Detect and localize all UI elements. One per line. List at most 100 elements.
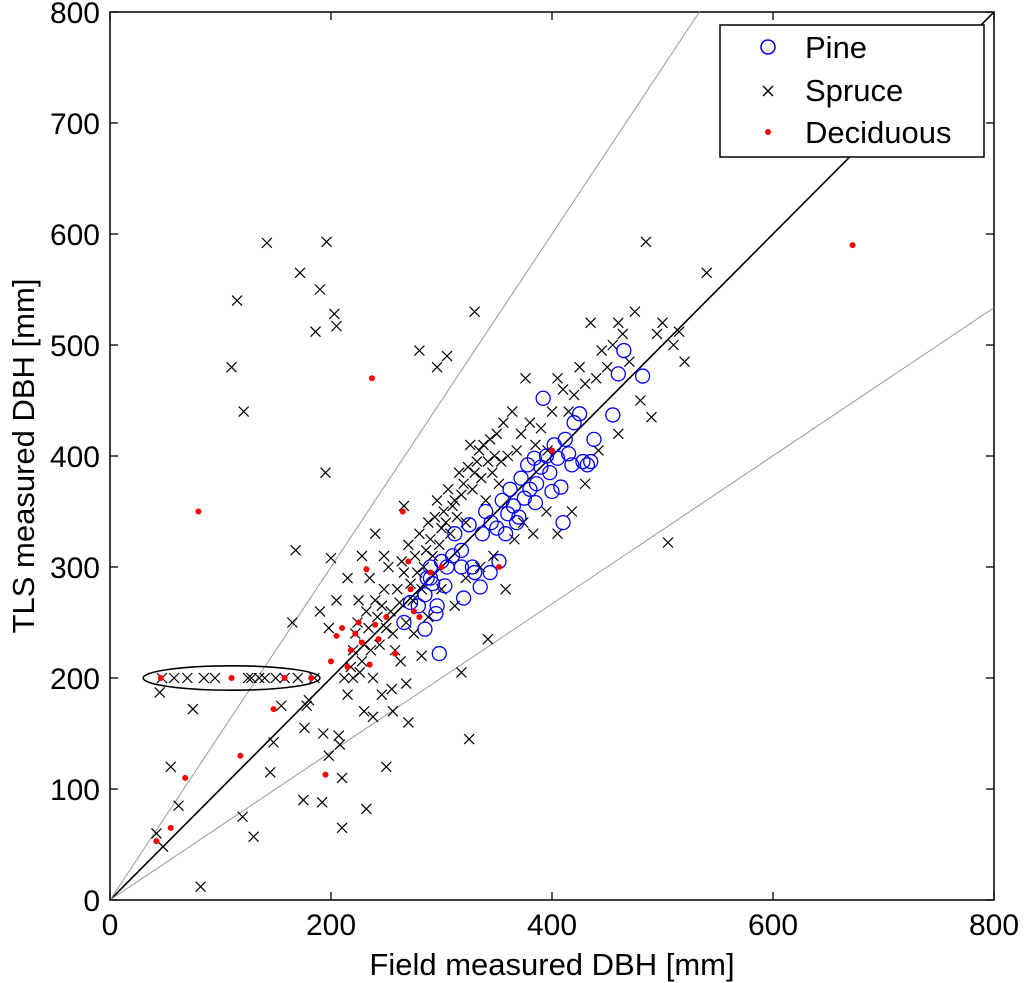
point-spruce [242,672,254,684]
point-spruce [657,317,668,329]
point-spruce [451,511,463,523]
annotation-ellipse [142,664,321,692]
point-deciduous [167,824,174,831]
legend-label-spruce: Spruce [805,73,903,108]
point-spruce [317,728,329,739]
y-tick-label: 500 [50,330,100,363]
point-spruce [290,544,302,556]
point-spruce [173,800,184,812]
point-spruce [592,445,604,456]
point-spruce [154,687,166,698]
point-pine [447,526,463,542]
point-spruce [303,694,315,706]
point-spruce [386,683,398,695]
point-spruce [259,672,271,684]
point-spruce [374,639,386,651]
point-pine [437,578,453,594]
point-pine [566,415,582,431]
data-points [150,236,856,893]
point-spruce [416,650,428,662]
point-spruce [380,761,392,773]
point-spruce [579,378,591,390]
point-spruce [629,306,641,318]
point-pine [497,526,514,542]
y-tick-label: 700 [50,108,100,141]
point-pine [489,520,505,536]
point-spruce [292,672,304,684]
point-deciduous [322,771,329,778]
legend-marker-spruce [762,85,774,97]
point-spruce [356,550,368,562]
point-deciduous [195,508,202,515]
point-spruce [646,411,657,423]
point-pine [444,548,461,564]
point-deciduous [405,558,412,565]
point-spruce [574,361,586,373]
point-deciduous [410,608,417,615]
point-spruce [566,506,578,517]
y-tick-label: 0 [83,885,100,918]
point-spruce [248,831,260,843]
point-spruce [226,361,237,373]
point-spruce [524,417,536,429]
point-spruce [297,794,309,806]
point-spruce [354,667,366,678]
point-spruce [463,733,475,745]
point-pine [429,598,445,614]
point-spruce [389,644,401,656]
point-spruce [378,550,390,562]
point-spruce [398,567,410,578]
point-spruce [316,796,328,808]
point-spruce [612,428,624,440]
point-pine [502,481,518,497]
point-pine [542,464,558,481]
point-pine [500,506,516,522]
point-spruce [511,445,523,456]
point-pine [472,579,488,595]
point-spruce [376,600,388,612]
point-spruce [475,472,487,484]
legend-label-pine: Pine [805,30,867,65]
point-spruce [462,461,474,473]
point-spruce [365,644,377,656]
point-spruce [455,667,467,678]
point-spruce [301,700,313,712]
point-spruce [367,711,379,723]
point-spruce [520,372,531,384]
point-spruce [237,811,249,823]
point-pine [431,645,447,662]
point-spruce [157,841,169,853]
point-deciduous [549,447,555,454]
point-spruce [579,478,591,490]
point-spruce [482,633,494,645]
point-spruce [527,528,539,540]
point-spruce [440,517,452,529]
point-spruce [314,605,326,617]
point-spruce [363,622,374,634]
point-spruce [405,578,416,590]
point-deciduous [375,636,382,643]
legend-label-deciduous: Deciduous [805,115,951,150]
point-pine [483,514,499,531]
point-spruce [264,766,276,778]
point-pine [535,390,551,406]
point-pine [586,431,602,448]
point-spruce [535,422,547,434]
point-pine [527,494,544,511]
point-deciduous [383,613,390,620]
point-deciduous [153,838,160,845]
y-tick-label: 600 [50,219,100,252]
point-spruce [345,661,357,673]
point-pine [610,366,626,382]
point-spruce [398,500,410,512]
point-spruce [413,528,425,540]
point-pine [482,564,498,581]
point-pine [508,514,525,531]
point-spruce [231,295,243,307]
point-spruce [309,672,320,684]
point-spruce [701,267,713,279]
point-spruce [442,483,454,495]
point-spruce [195,881,207,893]
point-spruce [294,267,306,279]
point-spruce [502,450,514,462]
